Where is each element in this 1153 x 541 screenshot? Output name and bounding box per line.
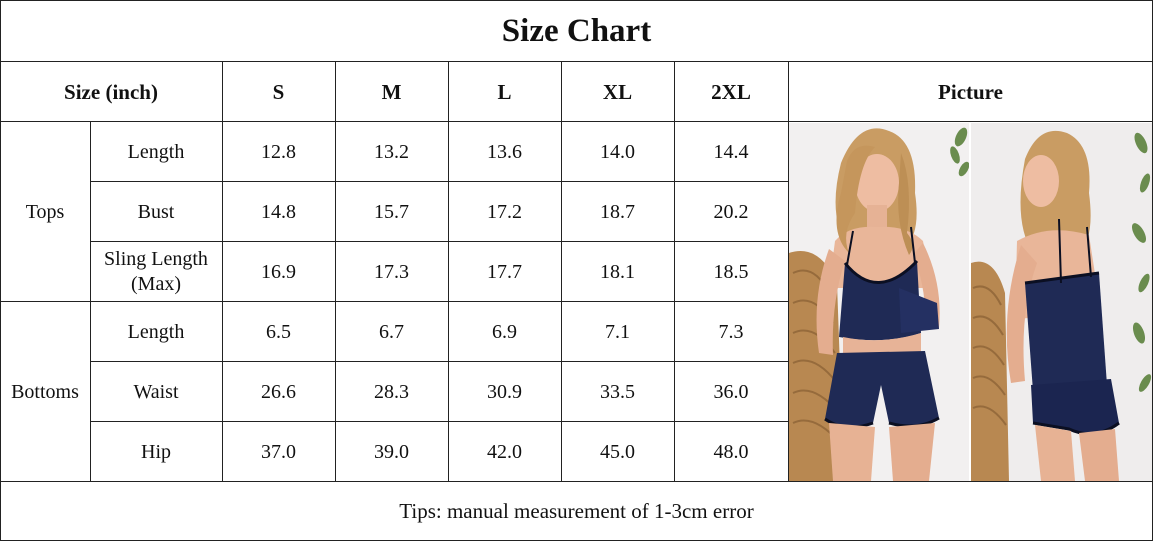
table-border-top xyxy=(0,0,1153,1)
table-cell: 42.0 xyxy=(487,440,522,463)
table-rule xyxy=(90,241,788,242)
table-rule xyxy=(448,61,449,482)
table-cell: 6.7 xyxy=(379,320,404,343)
table-rule xyxy=(222,61,223,482)
table-cell: 6.5 xyxy=(266,320,291,343)
table-cell: 12.8 xyxy=(261,140,296,163)
front-view-image xyxy=(789,123,970,481)
table-cell: 14.8 xyxy=(261,200,296,223)
tips-note: Tips: manual measurement of 1-3cm error xyxy=(399,499,754,523)
table-cell: 45.0 xyxy=(600,440,635,463)
table-cell: 17.7 xyxy=(487,260,522,283)
table-cell: 14.4 xyxy=(713,140,749,163)
table-cell: 33.5 xyxy=(600,380,635,403)
table-cell: 37.0 xyxy=(261,440,296,463)
size-unit-header: Size (inch) xyxy=(64,79,158,104)
table-rule xyxy=(90,181,788,182)
table-rule xyxy=(0,301,788,302)
chart-title: Size Chart xyxy=(501,12,652,49)
size-header-m: M xyxy=(381,79,402,104)
table-rule xyxy=(0,61,1153,62)
table-rule xyxy=(90,421,788,422)
table-rule xyxy=(674,61,675,482)
size-header-2xl: 2XL xyxy=(711,79,751,104)
table-cell: 7.3 xyxy=(718,320,744,343)
back-view-image xyxy=(971,123,1152,481)
table-cell: 18.7 xyxy=(600,200,635,223)
table-rule xyxy=(0,121,1153,122)
size-header-s: S xyxy=(272,79,285,104)
measure-label: Bust xyxy=(137,200,175,223)
table-cell: 6.9 xyxy=(492,320,517,343)
picture-header: Picture xyxy=(938,79,1003,104)
table-rule xyxy=(788,61,789,482)
table-rule xyxy=(335,61,336,482)
group-label-bottoms: Bottoms xyxy=(11,380,79,403)
table-rule xyxy=(90,121,91,482)
measure-label: Sling Length (Max) xyxy=(90,242,222,302)
table-cell: 7.1 xyxy=(605,320,630,343)
table-cell: 16.9 xyxy=(261,260,296,283)
table-cell: 18.1 xyxy=(600,260,635,283)
table-cell: 36.0 xyxy=(713,380,749,403)
table-border-left xyxy=(0,0,1,541)
table-cell: 13.2 xyxy=(374,140,409,163)
measure-label: Waist xyxy=(133,380,179,403)
measure-label-line: Sling Length xyxy=(104,248,208,270)
table-cell: 18.5 xyxy=(713,260,749,283)
table-cell: 17.3 xyxy=(374,260,409,283)
table-rule xyxy=(90,361,788,362)
measure-label: Length xyxy=(127,320,185,343)
table-cell: 28.3 xyxy=(374,380,409,403)
table-cell: 26.6 xyxy=(261,380,296,403)
table-rule xyxy=(561,61,562,482)
measure-label: Length xyxy=(127,140,185,163)
table-cell: 48.0 xyxy=(713,440,749,463)
size-header-xl: XL xyxy=(602,79,633,104)
size-header-l: L xyxy=(497,79,512,104)
table-cell: 30.9 xyxy=(487,380,522,403)
table-cell: 39.0 xyxy=(374,440,409,463)
product-photo xyxy=(789,123,1152,481)
group-label-tops: Tops xyxy=(25,200,65,223)
table-cell: 20.2 xyxy=(713,200,749,223)
table-cell: 13.6 xyxy=(487,140,522,163)
table-cell: 15.7 xyxy=(374,200,409,223)
table-rule xyxy=(0,481,1153,482)
product-photo-illustration xyxy=(789,123,1152,481)
table-cell: 17.2 xyxy=(487,200,522,223)
measure-label-line: (Max) xyxy=(131,273,181,295)
measure-label: Hip xyxy=(141,440,171,463)
table-cell: 14.0 xyxy=(600,140,635,163)
